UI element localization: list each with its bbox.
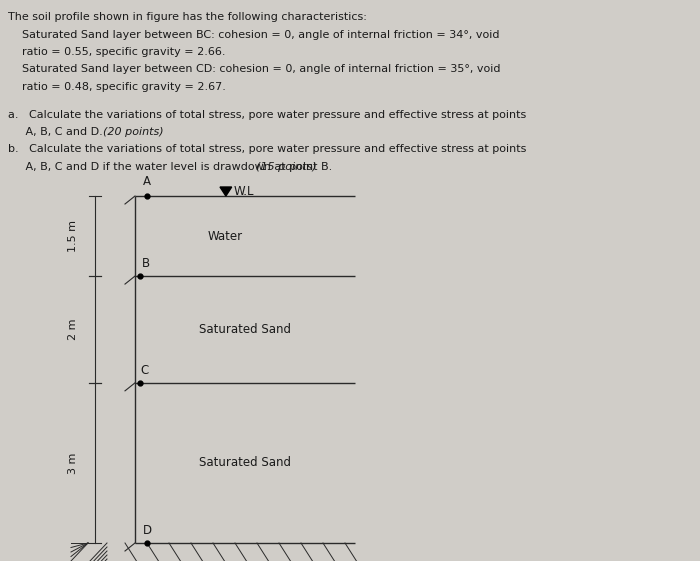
Text: (20 points): (20 points) <box>103 127 164 137</box>
Text: ratio = 0.48, specific gravity = 2.67.: ratio = 0.48, specific gravity = 2.67. <box>8 82 226 92</box>
Text: Saturated Sand layer between CD: cohesion = 0, angle of internal friction = 35°,: Saturated Sand layer between CD: cohesio… <box>8 65 500 75</box>
Text: A: A <box>143 175 151 188</box>
Text: A, B, C and D if the water level is drawdown at point B.: A, B, C and D if the water level is draw… <box>8 162 336 172</box>
Text: ratio = 0.55, specific gravity = 2.66.: ratio = 0.55, specific gravity = 2.66. <box>8 47 225 57</box>
Text: C: C <box>140 364 148 377</box>
Polygon shape <box>220 187 232 196</box>
Text: W.L: W.L <box>234 185 254 198</box>
Text: D: D <box>142 524 152 537</box>
Text: 3 m: 3 m <box>68 452 78 473</box>
Text: B: B <box>142 257 150 270</box>
Text: b.   Calculate the variations of total stress, pore water pressure and effective: b. Calculate the variations of total str… <box>8 144 526 154</box>
Text: Saturated Sand: Saturated Sand <box>199 457 291 470</box>
Text: (15 points): (15 points) <box>256 162 316 172</box>
Text: A, B, C and D.: A, B, C and D. <box>8 127 106 137</box>
Text: a.   Calculate the variations of total stress, pore water pressure and effective: a. Calculate the variations of total str… <box>8 110 526 120</box>
Text: Saturated Sand layer between BC: cohesion = 0, angle of internal friction = 34°,: Saturated Sand layer between BC: cohesio… <box>8 30 500 39</box>
Text: 2 m: 2 m <box>68 319 78 340</box>
Text: 1.5 m: 1.5 m <box>68 220 78 252</box>
Text: Saturated Sand: Saturated Sand <box>199 323 291 336</box>
Text: The soil profile shown in figure has the following characteristics:: The soil profile shown in figure has the… <box>8 12 367 22</box>
Text: Water: Water <box>207 229 243 242</box>
